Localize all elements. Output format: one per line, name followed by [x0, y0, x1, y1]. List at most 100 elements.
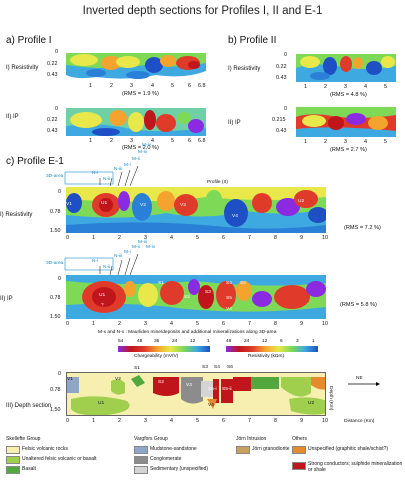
e1-ip-unit-v4: V4	[226, 307, 232, 312]
profile-ii-ip-tick-5: 5	[384, 139, 387, 145]
depth-unit-u1: U1	[98, 401, 105, 406]
e1-ip-unit-s6: S6	[240, 281, 246, 286]
legend-label-graphitic: Unspecified (graphitic shale/schist?)	[308, 446, 389, 452]
e1-res-tick-7: 7	[248, 235, 251, 241]
resistivity-tick-24: 24	[244, 339, 250, 344]
e1-ip-marker-m-i: M-i	[124, 250, 131, 255]
e1-res-depth-0: 0	[58, 189, 61, 195]
profile-i-res-tick-6: 6	[188, 83, 191, 89]
profile-i-heading: a) Profile I	[6, 35, 52, 46]
profile-i-ip-tick-3: 3	[130, 138, 133, 144]
profile-i-ip-tick-7: 6.8	[198, 138, 206, 144]
profile-ii-ip-tick-3: 3	[344, 139, 347, 145]
depth-tick-6: 6	[222, 418, 225, 424]
e1-ip-unit-question: ?	[101, 303, 104, 308]
profile-i-res-tick-4: 4	[151, 83, 154, 89]
depth-unit-v1: V1	[67, 377, 73, 382]
e1-res-rms: (RMS = 7.2 %)	[344, 225, 381, 231]
profile-i-res-tick-2: 2	[110, 83, 113, 89]
e1-ip-tick-5: 5	[196, 321, 199, 327]
profile-i-res-depth-0: 0	[55, 49, 58, 55]
resistivity-label: Resistivity (kΩm)	[248, 354, 285, 359]
depth-tick-7: 7	[248, 418, 251, 424]
depth-section	[66, 372, 326, 416]
e1-resistivity-section	[66, 187, 326, 233]
profile-i-ip-depth-2: 0.43	[47, 128, 58, 134]
profile-ii-ip-rms: (RMS = 2.7 %)	[330, 147, 367, 153]
depth-unit-s6: S6	[227, 365, 233, 370]
legend-swatch-mudstone	[134, 446, 148, 454]
e1-ip-tick-0: 0	[66, 321, 69, 327]
profile-ii-ip-tick-4: 4	[364, 139, 367, 145]
chargeability-tick-54: 54	[118, 339, 124, 344]
e1-ip-tick-6: 6	[222, 321, 225, 327]
e1-ip-tick-8: 8	[274, 321, 277, 327]
e1-res-depth-2: 1.50	[50, 228, 61, 234]
profile-ii-ip-label: II) IP	[228, 120, 241, 126]
profile-ii-res-depth-0: 0	[284, 52, 287, 58]
e1-ip-unit-s3: S3	[205, 290, 211, 295]
e1-ip-rms: (RMS = 5.8 %)	[340, 302, 377, 308]
chargeability-tick-1: 1	[207, 339, 210, 344]
profile-ii-resistivity-label: I) Resistivity	[228, 66, 261, 72]
profile-ii-ip-tick-2: 2	[324, 139, 327, 145]
depth-tick-8: 8	[274, 418, 277, 424]
depth-tick-9: 9	[300, 418, 303, 424]
e1-marker-n-i: N-i	[92, 171, 99, 176]
legend-swatch-conductors	[292, 462, 306, 470]
e1-note: M-x and N-x : Maurliden mine/deposits an…	[98, 330, 277, 335]
profile-ii-res-rms: (RMS = 4.8 %)	[330, 92, 367, 98]
legend-group-jorn: Jörn Intrusion	[236, 436, 267, 442]
e1-res-3d-area-label: 3D-area	[46, 174, 64, 179]
e1-ip-unit-s2: S2	[184, 295, 190, 300]
legend-label-unaltered: Unaltered felsic volcanic or basalt	[22, 456, 97, 462]
depth-unit-u2: U2	[308, 401, 315, 406]
depth-unit-v3: V3	[186, 383, 192, 388]
e1-res-unit-v4: V4	[232, 214, 238, 219]
e1-res-tick-0: 0	[66, 235, 69, 241]
legend-swatch-graphitic	[292, 446, 306, 454]
e1-marker-m-i: M-i	[124, 163, 131, 168]
profile-i-resistivity-label: I) Resistivity	[6, 65, 39, 71]
e1-res-tick-3: 3	[144, 235, 147, 241]
chargeability-tick-24: 24	[172, 339, 178, 344]
e1-ip-unit-s1: S1	[158, 281, 164, 286]
e1-ip-tick-2: 2	[118, 321, 121, 327]
e1-ip-marker-m-iv: M-iv	[146, 245, 156, 250]
chargeability-tick-48: 48	[137, 339, 143, 344]
e1-res-tick-5: 5	[196, 235, 199, 241]
e1-ip-depth-2: 1.50	[50, 314, 61, 320]
profile-i-resistivity-section	[66, 53, 206, 81]
profile-i-ip-tick-4: 4	[151, 138, 154, 144]
depth-tick-0: 0	[66, 418, 69, 424]
profile-ii-res-tick-3: 3	[344, 84, 347, 90]
depth-tick-10: 10	[322, 418, 328, 424]
e1-ip-unit-s5: S5	[226, 296, 232, 301]
profile-i-ip-tick-1: 1	[89, 138, 92, 144]
e1-res-profile-ii-label: Profile (II)	[207, 180, 228, 185]
e1-ip-marker-n-iii: N-iii	[114, 254, 123, 259]
e1-res-tick-2: 2	[118, 235, 121, 241]
profile-i-ip-rms: (RMS = 2.0 %)	[122, 145, 159, 151]
e1-res-unit-v3: V3	[180, 203, 186, 208]
e1-res-tick-1: 1	[92, 235, 95, 241]
legend-swatch-unaltered	[6, 456, 20, 464]
e1-res-tick-9: 9	[300, 235, 303, 241]
legend-label-felsic: Felsic volcanic rocks	[22, 446, 68, 452]
e1-marker-m-iv: M-iv	[142, 143, 152, 148]
depth-unit-s3: S3	[202, 365, 208, 370]
e1-res-unit-v2: V2	[140, 203, 146, 208]
e1-marker-n-iii: N-iii	[114, 167, 123, 172]
profile-ii-ip-depth-2: 0.43	[276, 128, 287, 134]
depth-depth-0: 0	[58, 371, 61, 377]
depth-unit-v2: V2	[115, 377, 121, 382]
depth-unit-s5ii: S5-ii	[222, 387, 232, 392]
legend-label-basalt: Basalt	[22, 466, 36, 472]
e1-res-tick-6: 6	[222, 235, 225, 241]
resistivity-tick-6: 6	[280, 339, 283, 344]
e1-ip-tick-9: 9	[300, 321, 303, 327]
profile-ii-res-tick-1: 1	[304, 84, 307, 90]
depth-depth-1: 0.78	[50, 387, 61, 393]
depth-unit-s5i: S5-i	[208, 387, 217, 392]
e1-ip-marker-m-ii: M-ii	[132, 245, 140, 250]
